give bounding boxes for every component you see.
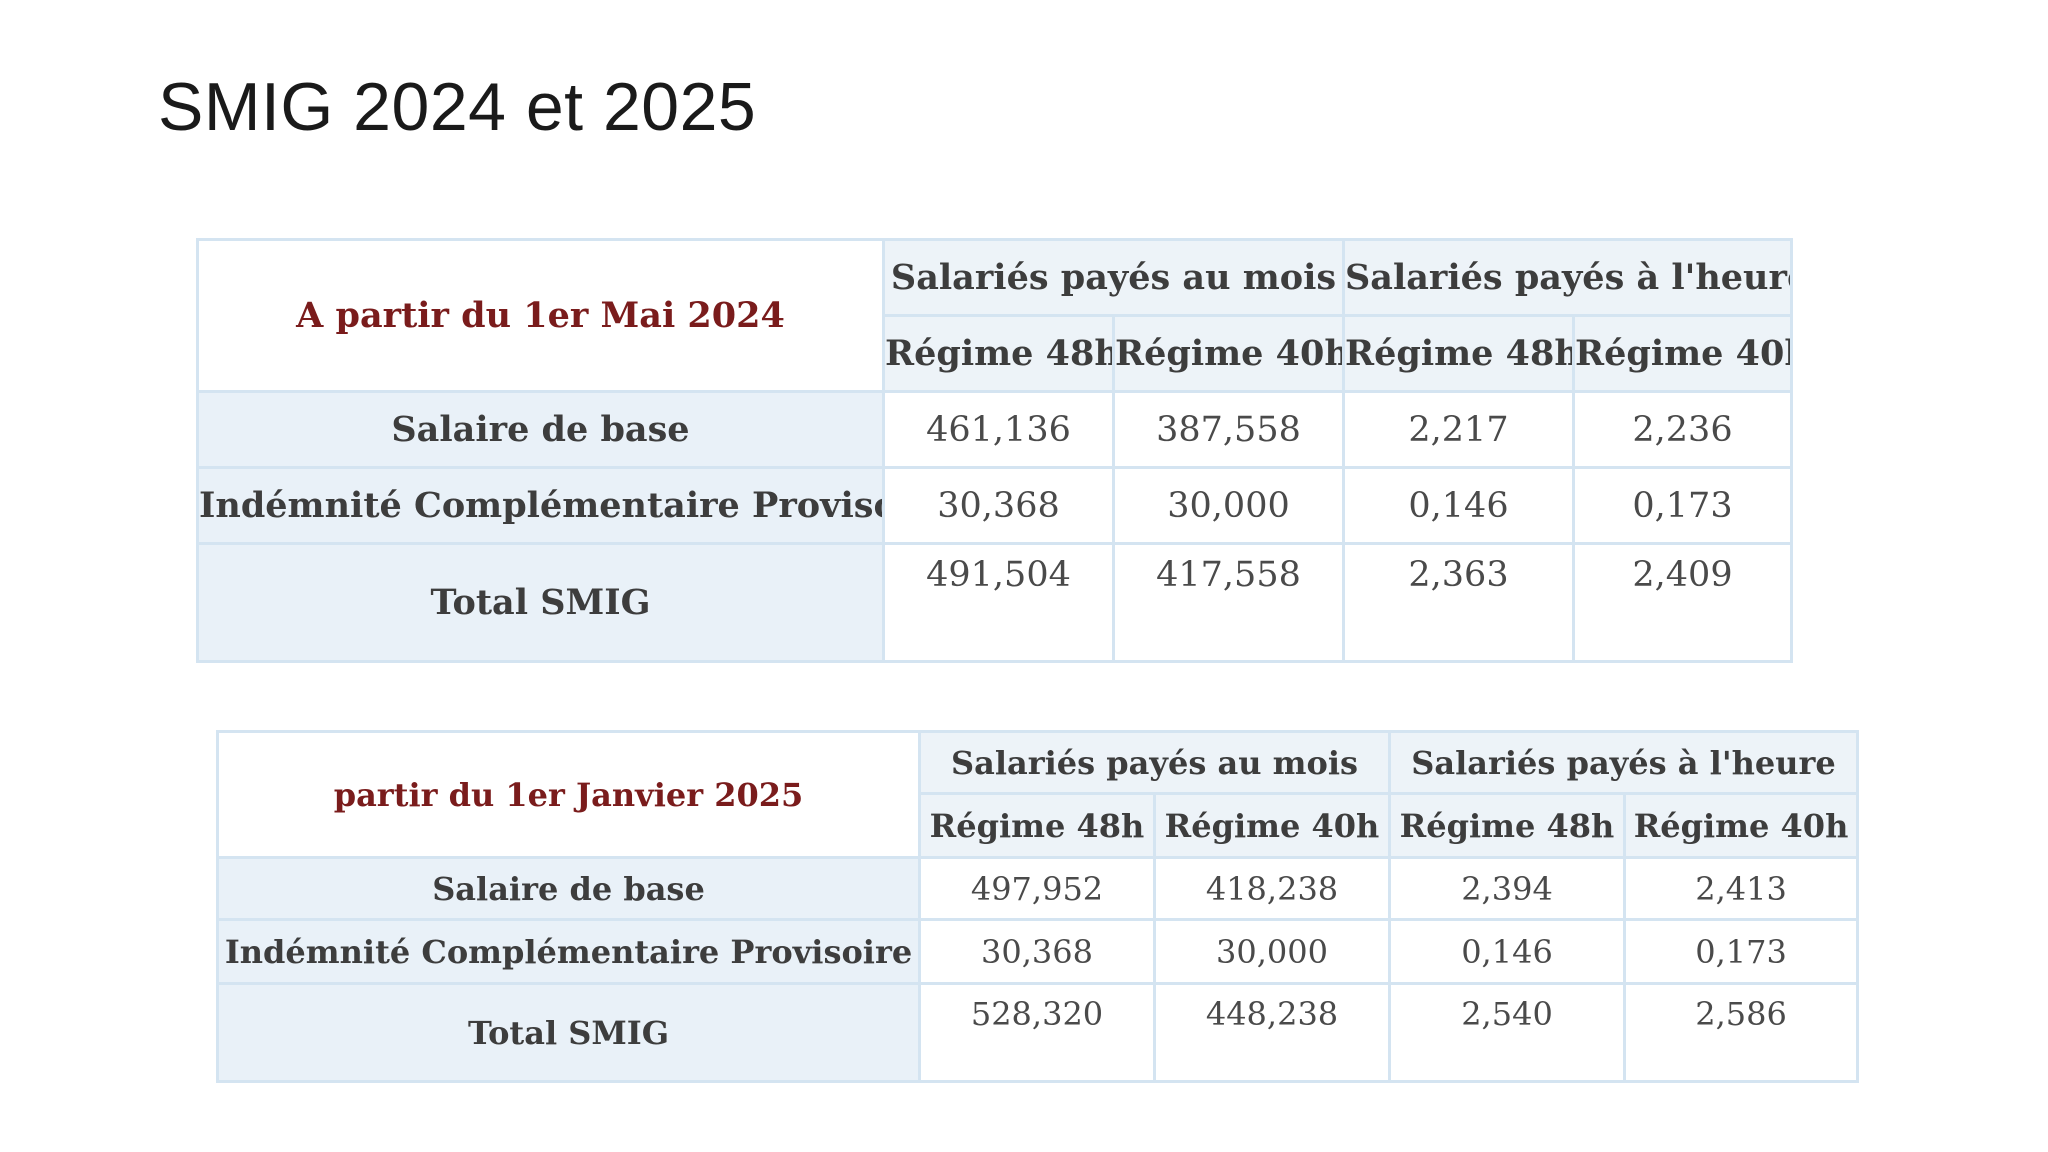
table-row: Total SMIG 491,504 417,558 2,363 2,409 (196, 542, 1793, 663)
value-cell: 2,413 (1622, 856, 1860, 921)
row-label: Indémnité Complémentaire Provisoire (216, 918, 921, 985)
value-cell: 30,000 (1112, 466, 1345, 545)
row-label: Salaire de base (216, 856, 921, 921)
value-cell: 418,238 (1153, 856, 1391, 921)
value-cell: 30,368 (882, 466, 1115, 545)
value-cell: 0,173 (1622, 918, 1860, 985)
group-header-hourly: Salariés payés à l'heure (1342, 238, 1793, 317)
value-cell: 0,146 (1388, 918, 1626, 985)
group-header-monthly: Salariés payés au mois (918, 730, 1391, 795)
regime-header: Régime 48h (918, 792, 1156, 859)
value-cell: 30,368 (918, 918, 1156, 985)
value-cell: 2,409 (1572, 542, 1793, 663)
regime-header: Régime 48h (1388, 792, 1626, 859)
value-cell: 461,136 (882, 390, 1115, 469)
regime-header: Régime 40h (1153, 792, 1391, 859)
value-cell: 30,000 (1153, 918, 1391, 985)
period-label: A partir du 1er Mai 2024 (196, 238, 885, 393)
regime-header: Régime 48h (882, 314, 1115, 393)
regime-header: Régime 48h (1342, 314, 1575, 393)
table-row: Indémnité Complémentaire Provisoire 30,3… (216, 918, 1860, 985)
regime-header: Régime 40h (1112, 314, 1345, 393)
row-label: Salaire de base (196, 390, 885, 469)
value-cell: 448,238 (1153, 982, 1391, 1083)
group-header-monthly: Salariés payés au mois (882, 238, 1345, 317)
value-cell: 2,236 (1572, 390, 1793, 469)
group-header-hourly: Salariés payés à l'heure (1387, 730, 1860, 795)
value-cell: 528,320 (918, 982, 1156, 1083)
period-label: partir du 1er Janvier 2025 (216, 730, 921, 859)
smig-table-2025: partir du 1er Janvier 2025 Salariés payé… (216, 730, 1860, 1083)
value-cell: 2,394 (1388, 856, 1626, 921)
value-cell: 497,952 (918, 856, 1156, 921)
value-cell: 2,217 (1342, 390, 1575, 469)
regime-header: Régime 40h (1622, 792, 1860, 859)
value-cell: 0,146 (1342, 466, 1575, 545)
slide-title: SMIG 2024 et 2025 (158, 69, 757, 145)
value-cell: 417,558 (1112, 542, 1345, 663)
row-label: Total SMIG (196, 542, 885, 663)
value-cell: 491,504 (882, 542, 1115, 663)
regime-header: Régime 40h (1572, 314, 1793, 393)
table-row: Indémnité Complémentaire Provisoire 30,3… (196, 466, 1793, 545)
table-row: Total SMIG 528,320 448,238 2,540 2,586 (216, 982, 1860, 1083)
value-cell: 387,558 (1112, 390, 1345, 469)
value-cell: 0,173 (1572, 466, 1793, 545)
row-label: Total SMIG (216, 982, 921, 1083)
table-row: Salaire de base 461,136 387,558 2,217 2,… (196, 390, 1793, 469)
value-cell: 2,363 (1342, 542, 1575, 663)
table-row: Salaire de base 497,952 418,238 2,394 2,… (216, 856, 1860, 921)
smig-table-2024: A partir du 1er Mai 2024 Salariés payés … (196, 238, 1793, 663)
row-label: Indémnité Complémentaire Provisoire (196, 466, 885, 545)
value-cell: 2,586 (1622, 982, 1860, 1083)
value-cell: 2,540 (1388, 982, 1626, 1083)
